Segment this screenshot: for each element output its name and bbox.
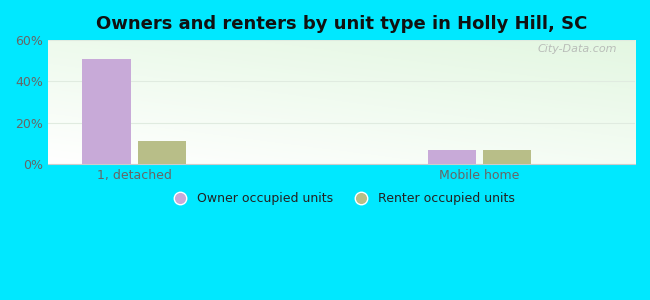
Text: City-Data.com: City-Data.com [538, 44, 617, 54]
Bar [83, 59, 131, 164]
Bar [483, 150, 531, 164]
Bar [428, 150, 476, 164]
Legend: Owner occupied units, Renter occupied units: Owner occupied units, Renter occupied un… [162, 187, 521, 210]
Bar [138, 142, 186, 164]
Title: Owners and renters by unit type in Holly Hill, SC: Owners and renters by unit type in Holly… [96, 15, 587, 33]
